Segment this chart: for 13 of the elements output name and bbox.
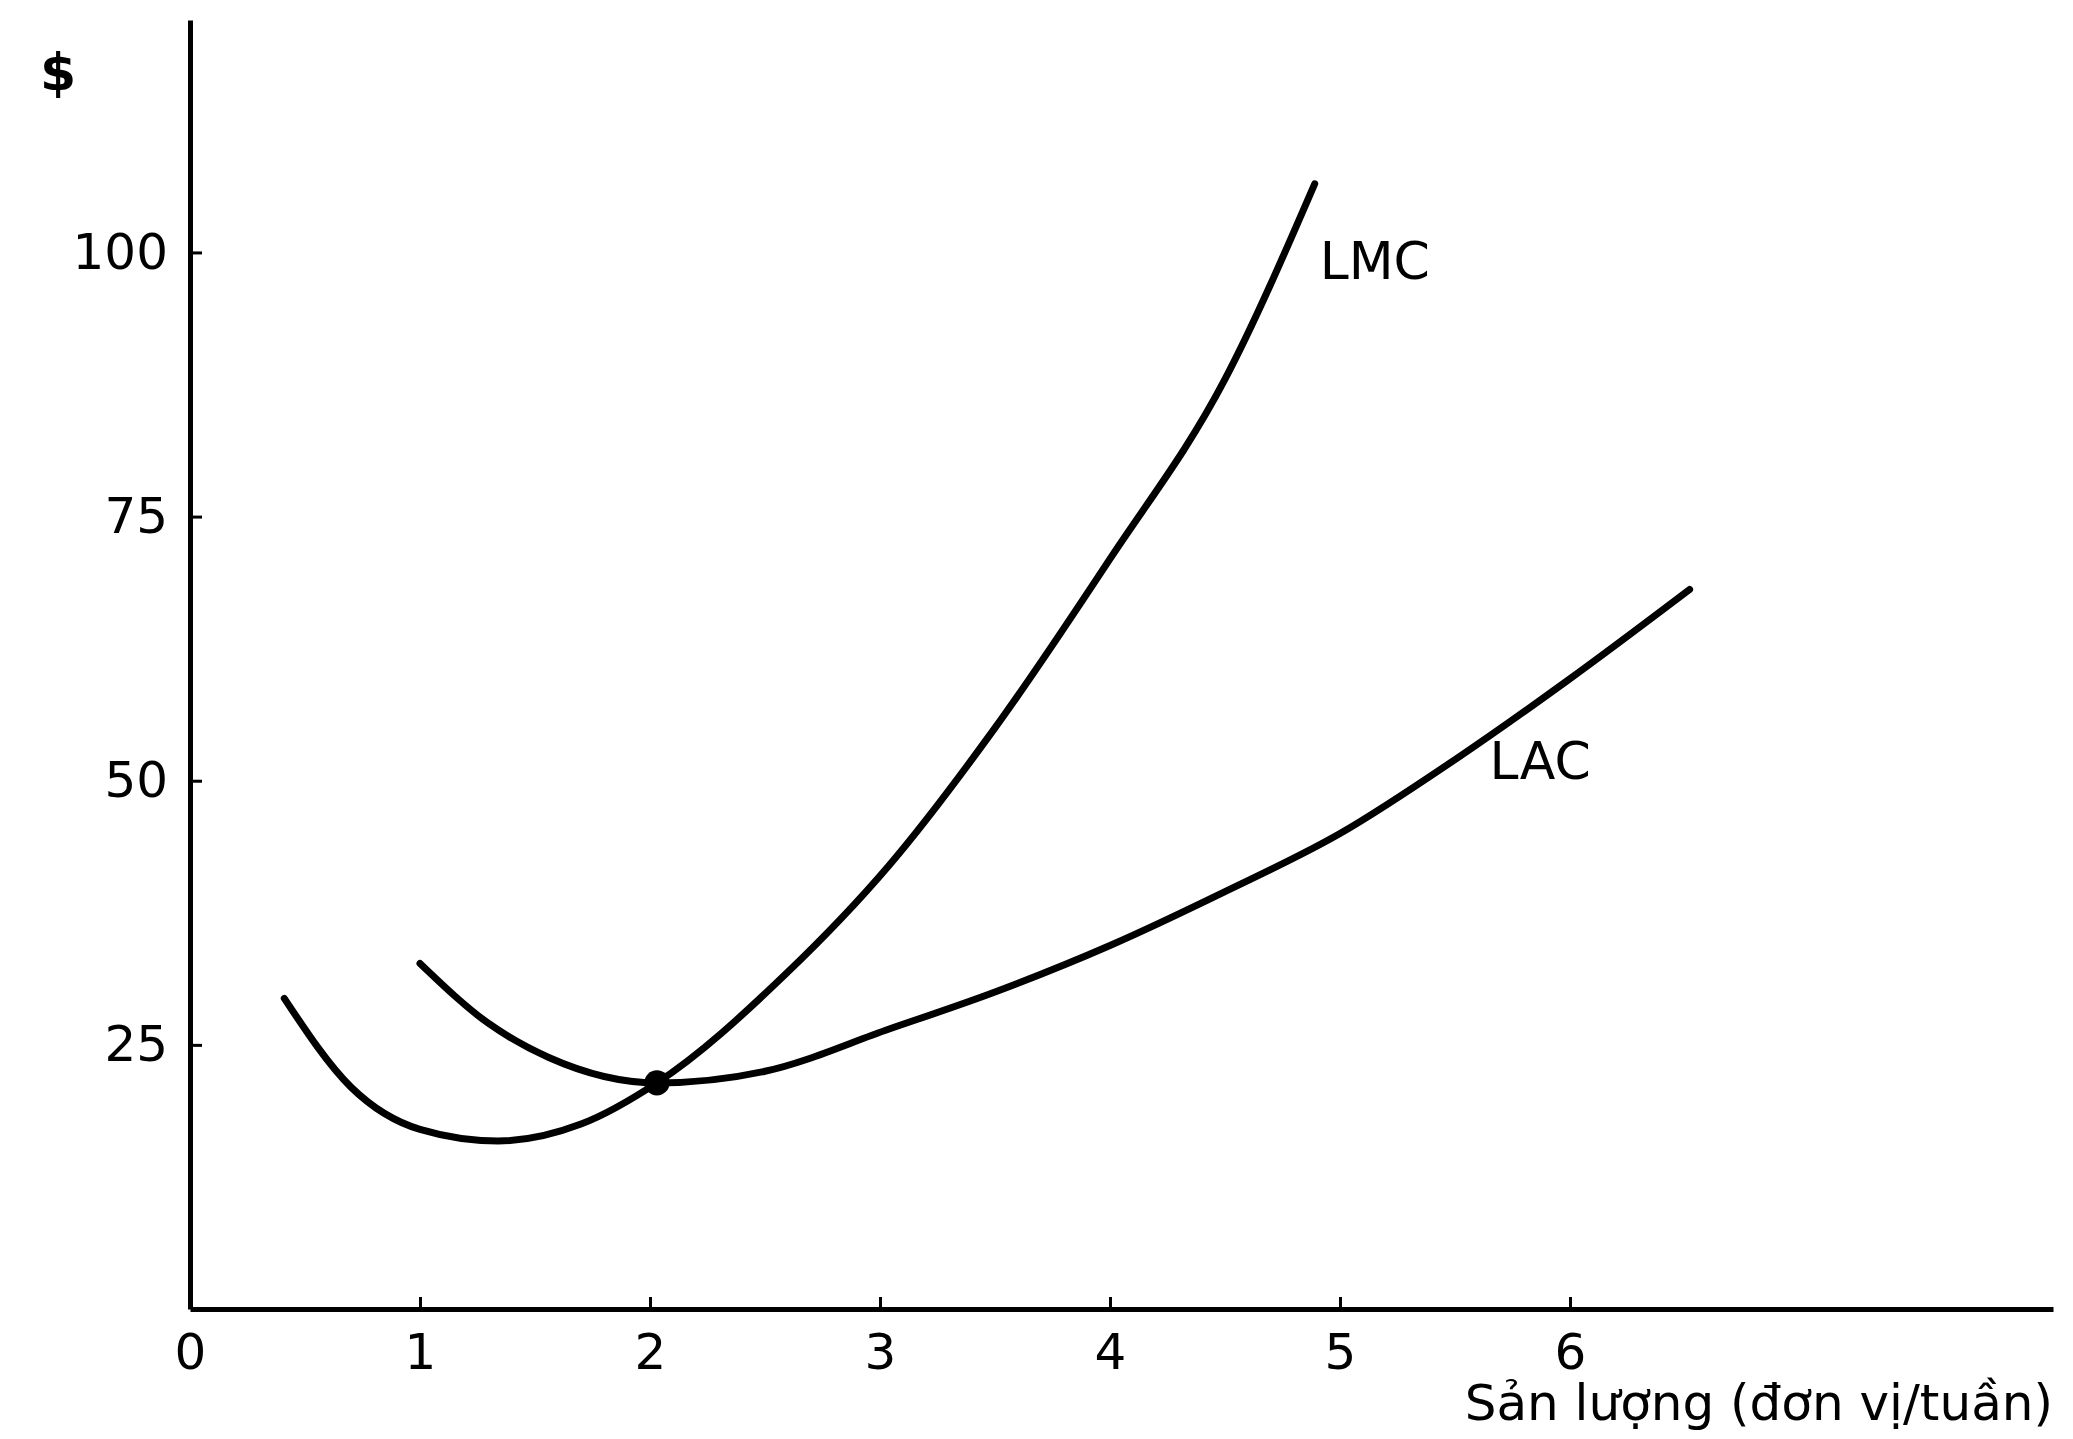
x-tick-label: 2 [634,1322,667,1381]
y-axis-title: $ [40,42,77,102]
x-tick-label: 4 [1094,1322,1127,1381]
y-tick-label: 25 [104,1015,168,1074]
y-tick-label: 75 [104,487,168,546]
series-label: LAC [1489,731,1591,792]
x-tick-label: 5 [1324,1322,1357,1381]
x-tick-label: 1 [404,1322,437,1381]
y-tick-label: 50 [104,751,168,810]
series-label: LMC [1319,230,1430,291]
x-tick-label: 3 [864,1322,897,1381]
y-tick-label: 100 [72,222,168,281]
x-tick-label: 0 [174,1322,207,1381]
